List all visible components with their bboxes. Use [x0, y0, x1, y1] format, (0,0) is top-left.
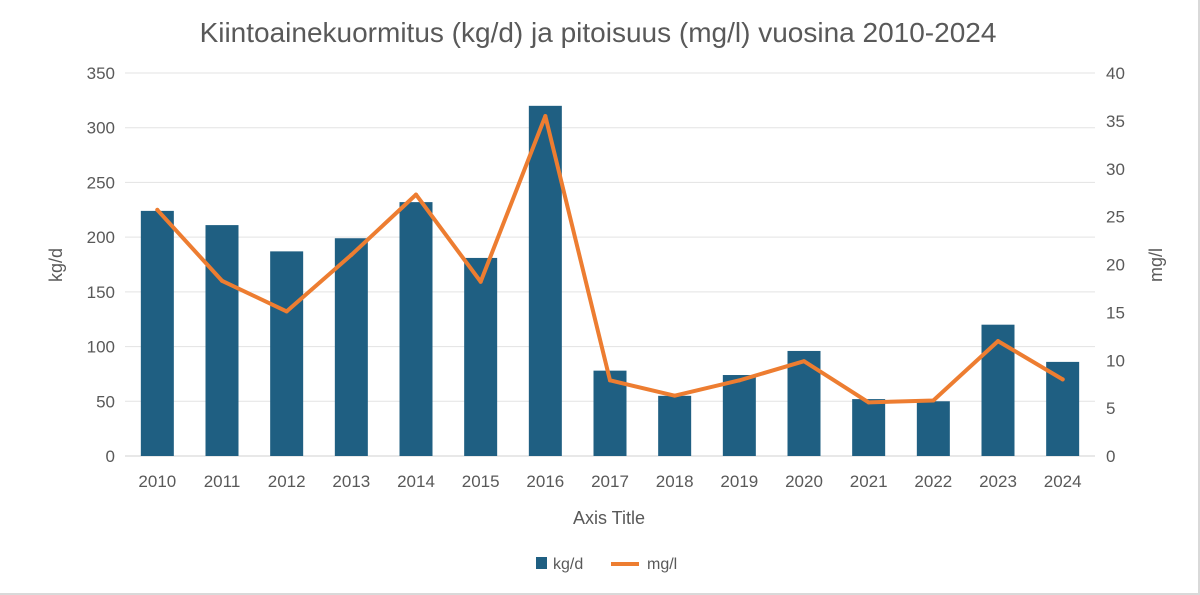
line-point	[802, 359, 806, 364]
bar	[270, 251, 304, 456]
bar	[1046, 361, 1080, 456]
bar	[722, 375, 756, 456]
x-axis-ticks: 2010 2011 2012 2013 2014 2015 2016 2017 2018 2019…	[138, 472, 1081, 491]
x-tick-label: 2020	[785, 472, 823, 491]
line-point	[931, 398, 936, 403]
x-tick-label: 2015	[462, 472, 500, 491]
legend-swatch-kg-d	[536, 557, 547, 569]
legend: kg/d mg/l	[536, 556, 677, 573]
chart-title: Kiintoainekuormitus (kg/d) ja pitoisuus …	[200, 17, 997, 48]
line-point	[996, 339, 1000, 344]
bar	[334, 238, 368, 456]
x-tick-label: 2018	[656, 472, 694, 491]
x-tick-label: 2017	[591, 472, 629, 491]
y-tick-label: 0	[106, 447, 115, 466]
left-axis-ticks: 0 50 100 150 200 250 300 350	[87, 64, 115, 466]
line-point	[414, 192, 418, 197]
x-tick-label: 2023	[979, 472, 1017, 491]
x-tick-label: 2021	[850, 472, 888, 491]
bar	[916, 401, 950, 456]
bar	[140, 210, 174, 456]
line-point	[608, 378, 612, 383]
y2-tick-label: 15	[1106, 303, 1125, 322]
x-tick-label: 2024	[1044, 472, 1082, 491]
line-point	[543, 114, 548, 119]
y2-tick-label: 5	[1106, 399, 1115, 418]
bar	[464, 257, 498, 456]
y2-tick-label: 25	[1106, 208, 1125, 227]
y2-tick-label: 40	[1106, 64, 1125, 83]
y-tick-label: 300	[87, 119, 115, 138]
y2-axis-title: mg/l	[1146, 248, 1166, 282]
y-tick-label: 350	[87, 64, 115, 83]
x-tick-label: 2013	[332, 472, 370, 491]
y-tick-label: 250	[87, 173, 115, 192]
line-point	[155, 207, 160, 212]
x-tick-label: 2014	[397, 472, 435, 491]
line-point	[284, 309, 289, 314]
x-tick-label: 2019	[720, 472, 758, 491]
y2-tick-label: 30	[1106, 160, 1125, 179]
y-tick-label: 150	[87, 283, 115, 302]
y-tick-label: 100	[87, 338, 115, 357]
bar	[852, 399, 886, 456]
y-tick-label: 50	[96, 392, 115, 411]
y-tick-label: 200	[87, 228, 115, 247]
line-point	[866, 400, 871, 405]
y2-tick-label: 35	[1106, 112, 1125, 131]
legend-label-mg-l: mg/l	[647, 556, 677, 573]
x-tick-label: 2016	[526, 472, 564, 491]
x-tick-label: 2022	[914, 472, 952, 491]
y2-tick-label: 0	[1106, 447, 1115, 466]
bar	[399, 202, 433, 456]
line-point	[1060, 377, 1065, 382]
line-point	[349, 252, 354, 257]
line-point	[737, 378, 742, 383]
bar	[205, 225, 239, 456]
x-tick-label: 2012	[268, 472, 306, 491]
y2-tick-label: 20	[1106, 256, 1125, 275]
x-axis-title: Axis Title	[573, 508, 645, 528]
bar	[658, 395, 692, 456]
legend-label-kg-d: kg/d	[553, 556, 583, 573]
line-point	[672, 393, 677, 398]
line-point	[478, 279, 483, 284]
y-axis-title: kg/d	[46, 248, 66, 282]
y2-tick-label: 10	[1106, 351, 1125, 370]
bar-series	[140, 105, 1080, 456]
right-axis-ticks: 0 5 10 15 20 25 30 35 40	[1106, 64, 1125, 466]
x-tick-label: 2010	[138, 472, 176, 491]
x-tick-label: 2011	[204, 472, 241, 491]
line-point	[220, 278, 224, 283]
bar	[981, 324, 1015, 456]
line-series	[155, 114, 1065, 405]
